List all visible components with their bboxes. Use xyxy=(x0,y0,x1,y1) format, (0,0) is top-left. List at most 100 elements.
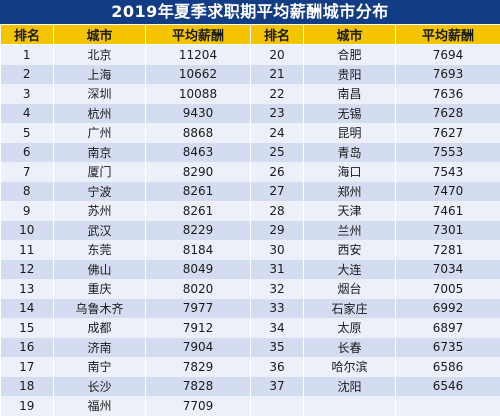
header-row: 排名 城市 平均薪酬 排名 城市 平均薪酬 xyxy=(1,25,500,45)
city-left-cell: 济南 xyxy=(54,338,146,358)
salary-left-cell: 7828 xyxy=(146,377,251,397)
rank-right-cell: 29 xyxy=(251,221,304,241)
salary-right-cell: 7461 xyxy=(396,201,500,221)
city-left-cell: 东莞 xyxy=(54,240,146,260)
header-salary-left: 平均薪酬 xyxy=(146,25,251,45)
table-row: 2 上海 10662 21 贵阳 7693 xyxy=(1,65,500,85)
rank-left-cell: 5 xyxy=(1,123,54,143)
rank-left-cell: 15 xyxy=(1,318,54,338)
salary-left-cell: 8868 xyxy=(146,123,251,143)
salary-right-cell: 7636 xyxy=(396,84,500,104)
city-left-cell: 乌鲁木齐 xyxy=(54,299,146,319)
header-salary-right: 平均薪酬 xyxy=(396,25,500,45)
city-right-cell xyxy=(304,396,396,416)
rank-left-cell: 2 xyxy=(1,65,54,85)
salary-right-cell: 7470 xyxy=(396,182,500,202)
table-row: 14 乌鲁木齐 7977 33 石家庄 6992 xyxy=(1,299,500,319)
table-row: 12 佛山 8049 31 大连 7034 xyxy=(1,260,500,280)
salary-left-cell: 11204 xyxy=(146,45,251,65)
header-rank-right: 排名 xyxy=(251,25,304,45)
rank-right-cell: 27 xyxy=(251,182,304,202)
salary-left-cell: 7904 xyxy=(146,338,251,358)
table-row: 3 深圳 10088 22 南昌 7636 xyxy=(1,84,500,104)
rank-right-cell: 23 xyxy=(251,104,304,124)
table-body: 1 北京 11204 20 合肥 7694 2 上海 10662 21 贵阳 7693 3 深圳 10088… xyxy=(1,45,500,416)
rank-right-cell: 25 xyxy=(251,143,304,163)
header-city-right: 城市 xyxy=(304,25,396,45)
rank-right-cell: 34 xyxy=(251,318,304,338)
salary-right-cell: 7034 xyxy=(396,260,500,280)
rank-right-cell: 20 xyxy=(251,45,304,65)
city-right-cell: 郑州 xyxy=(304,182,396,202)
table-row: 19 福州 7709 xyxy=(1,396,500,416)
table-title: 2019年夏季求职期平均薪酬城市分布 xyxy=(0,0,500,24)
salary-left-cell: 8290 xyxy=(146,162,251,182)
rank-right-cell: 28 xyxy=(251,201,304,221)
city-left-cell: 苏州 xyxy=(54,201,146,221)
city-left-cell: 上海 xyxy=(54,65,146,85)
header-city-left: 城市 xyxy=(54,25,146,45)
salary-left-cell: 8049 xyxy=(146,260,251,280)
city-right-cell: 海口 xyxy=(304,162,396,182)
city-right-cell: 南昌 xyxy=(304,84,396,104)
city-right-cell: 太原 xyxy=(304,318,396,338)
salary-left-cell: 7829 xyxy=(146,357,251,377)
salary-right-cell: 7627 xyxy=(396,123,500,143)
city-left-cell: 南宁 xyxy=(54,357,146,377)
city-left-cell: 武汉 xyxy=(54,221,146,241)
salary-right-cell: 7005 xyxy=(396,279,500,299)
table-row: 10 武汉 8229 29 兰州 7301 xyxy=(1,221,500,241)
city-left-cell: 福州 xyxy=(54,396,146,416)
table-row: 5 广州 8868 24 昆明 7627 xyxy=(1,123,500,143)
city-right-cell: 大连 xyxy=(304,260,396,280)
salary-right-cell: 7553 xyxy=(396,143,500,163)
table-row: 4 杭州 9430 23 无锡 7628 xyxy=(1,104,500,124)
city-right-cell: 天津 xyxy=(304,201,396,221)
city-right-cell: 贵阳 xyxy=(304,65,396,85)
rank-right-cell: 31 xyxy=(251,260,304,280)
table-row: 8 宁波 8261 27 郑州 7470 xyxy=(1,182,500,202)
salary-right-cell: 7694 xyxy=(396,45,500,65)
table-row: 18 长沙 7828 37 沈阳 6546 xyxy=(1,377,500,397)
rank-left-cell: 8 xyxy=(1,182,54,202)
city-right-cell: 石家庄 xyxy=(304,299,396,319)
rank-right-cell xyxy=(251,396,304,416)
salary-left-cell: 8184 xyxy=(146,240,251,260)
city-left-cell: 重庆 xyxy=(54,279,146,299)
salary-left-cell: 9430 xyxy=(146,104,251,124)
table-row: 1 北京 11204 20 合肥 7694 xyxy=(1,45,500,65)
table-row: 9 苏州 8261 28 天津 7461 xyxy=(1,201,500,221)
rank-right-cell: 26 xyxy=(251,162,304,182)
city-left-cell: 北京 xyxy=(54,45,146,65)
salary-right-cell: 6992 xyxy=(396,299,500,319)
city-left-cell: 佛山 xyxy=(54,260,146,280)
salary-right-cell: 6897 xyxy=(396,318,500,338)
salary-right-cell: 7693 xyxy=(396,65,500,85)
city-right-cell: 昆明 xyxy=(304,123,396,143)
city-right-cell: 无锡 xyxy=(304,104,396,124)
salary-left-cell: 8463 xyxy=(146,143,251,163)
salary-right-cell: 7281 xyxy=(396,240,500,260)
city-right-cell: 兰州 xyxy=(304,221,396,241)
salary-left-cell: 7977 xyxy=(146,299,251,319)
salary-left-cell: 8261 xyxy=(146,182,251,202)
city-right-cell: 合肥 xyxy=(304,45,396,65)
salary-left-cell: 10662 xyxy=(146,65,251,85)
city-right-cell: 哈尔滨 xyxy=(304,357,396,377)
rank-left-cell: 17 xyxy=(1,357,54,377)
rank-right-cell: 32 xyxy=(251,279,304,299)
rank-left-cell: 4 xyxy=(1,104,54,124)
city-left-cell: 厦门 xyxy=(54,162,146,182)
rank-right-cell: 36 xyxy=(251,357,304,377)
salary-right-cell xyxy=(396,396,500,416)
rank-left-cell: 16 xyxy=(1,338,54,358)
city-left-cell: 深圳 xyxy=(54,84,146,104)
city-right-cell: 烟台 xyxy=(304,279,396,299)
city-right-cell: 西安 xyxy=(304,240,396,260)
table-row: 13 重庆 8020 32 烟台 7005 xyxy=(1,279,500,299)
header-rank-left: 排名 xyxy=(1,25,54,45)
rank-left-cell: 19 xyxy=(1,396,54,416)
rank-right-cell: 21 xyxy=(251,65,304,85)
table-row: 15 成都 7912 34 太原 6897 xyxy=(1,318,500,338)
